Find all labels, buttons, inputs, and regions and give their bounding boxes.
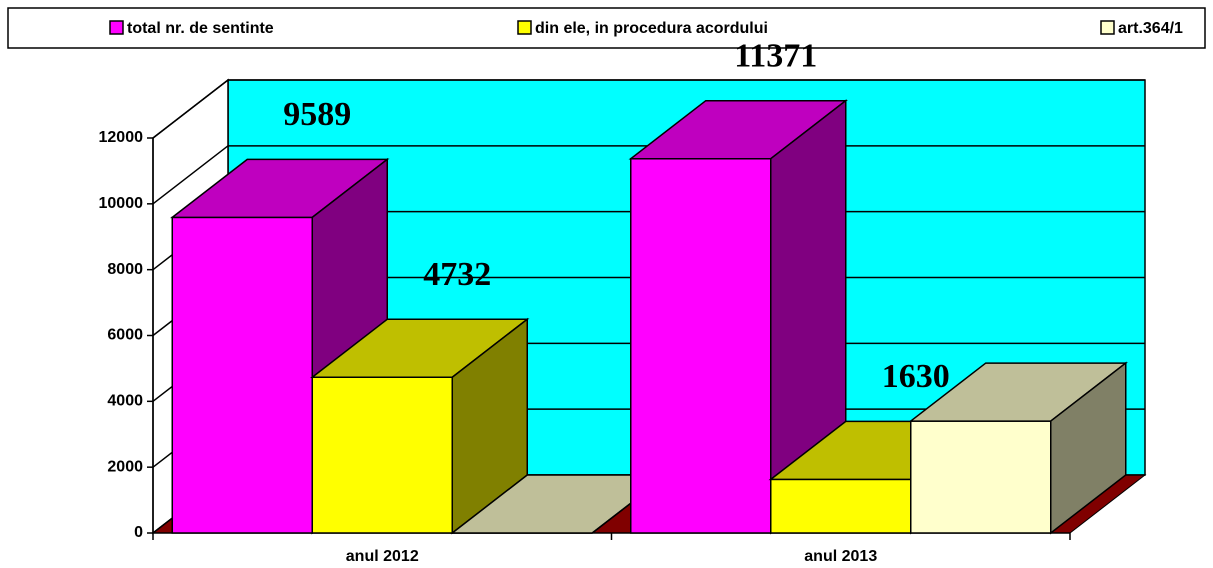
legend-swatch <box>517 20 532 35</box>
bar <box>908 361 1128 535</box>
data-label: 1630 <box>882 358 950 395</box>
legend-label: art.364/1 <box>1118 20 1183 37</box>
x-tick-label: anul 2013 <box>804 548 877 565</box>
legend-label: total nr. de sentinte <box>127 20 274 37</box>
y-tick-label: 2000 <box>107 458 143 475</box>
bar-front <box>770 478 912 534</box>
bar-side <box>1050 361 1127 535</box>
x-tick-label: anul 2012 <box>346 548 419 565</box>
y-tick-label: 6000 <box>107 327 143 344</box>
y-tick-label: 12000 <box>99 129 144 146</box>
bar <box>310 317 530 535</box>
bar-front <box>630 157 772 534</box>
bar-front <box>171 216 313 534</box>
y-tick-label: 8000 <box>107 261 143 278</box>
legend-swatch <box>109 20 124 35</box>
bar <box>628 99 848 535</box>
legend-swatch <box>1100 20 1115 35</box>
data-label: 9589 <box>283 96 351 133</box>
data-label: 4732 <box>423 256 491 293</box>
y-tick-label: 10000 <box>99 195 144 212</box>
grid-line <box>152 79 1145 139</box>
bar-front <box>910 420 1052 534</box>
legend-box <box>7 7 1206 49</box>
y-tick-label: 0 <box>134 524 143 541</box>
y-tick-label: 4000 <box>107 393 143 410</box>
legend-label: din ele, in procedura acordului <box>535 20 768 37</box>
bar-front <box>311 376 453 534</box>
data-label: 11371 <box>734 38 817 75</box>
